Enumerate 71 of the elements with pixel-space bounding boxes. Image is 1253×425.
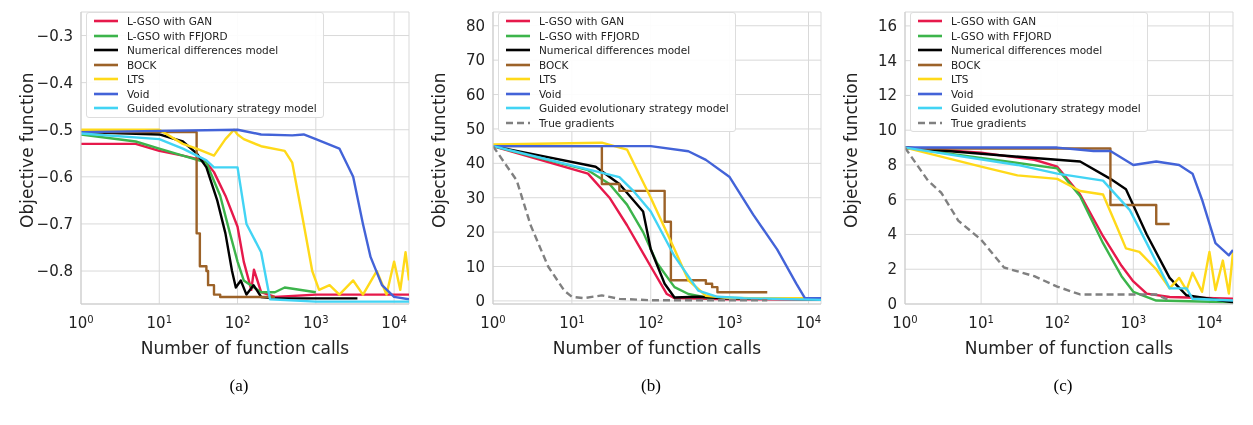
y-tick-label: 40 (465, 154, 485, 173)
legend-label: Void (539, 86, 562, 101)
x-tick-label: 10$^{1}$ (968, 313, 994, 332)
legend-label: True gradients (539, 115, 615, 130)
legend-label: LTS (539, 72, 557, 87)
y-tick-label: −0.5 (36, 120, 73, 139)
x-tick-label: 10$^{0}$ (892, 313, 918, 332)
y-tick-label: 0 (887, 295, 897, 313)
text: (a) (228, 376, 249, 396)
legend-label: BOCK (539, 57, 569, 72)
x-tick-label: 10$^{2}$ (638, 313, 664, 332)
legend-label: True gradients (951, 115, 1027, 130)
y-axis-title: Objective function (841, 72, 862, 228)
y-tick-label: −0.7 (36, 214, 73, 233)
x-tick-label: 10$^{1}$ (559, 313, 585, 332)
y-tick-label: 60 (465, 85, 485, 104)
text: (c) (1052, 376, 1073, 396)
x-tick-label: 10$^{0}$ (480, 313, 506, 332)
legend-label: LTS (127, 72, 145, 87)
y-tick-label: 2 (887, 260, 897, 279)
legend-label: L-GSO with FFJORD (127, 28, 228, 43)
x-tick-label: 10$^{3}$ (1120, 313, 1147, 332)
y-tick-label: 20 (465, 223, 485, 242)
y-tick-label: 12 (877, 86, 897, 105)
legend-label: L-GSO with FFJORD (539, 28, 640, 43)
legend-label: BOCK (127, 57, 157, 72)
x-tick-label: 10$^{2}$ (1044, 313, 1070, 332)
legend-label: Guided evolutionary strategy model (539, 101, 729, 116)
y-tick-label: 10 (877, 121, 897, 140)
y-axis-title: Objective function (429, 72, 450, 228)
y-tick-label: 6 (887, 190, 897, 209)
y-tick-label: 70 (465, 51, 485, 70)
x-tick-label: 10$^{0}$ (68, 313, 94, 332)
y-tick-label: −0.6 (36, 167, 73, 186)
x-tick-label: 10$^{3}$ (716, 313, 743, 332)
legend-label: Void (951, 86, 974, 101)
y-tick-label: 0 (475, 291, 485, 310)
x-tick-label: 10$^{4}$ (381, 313, 407, 332)
y-tick-label: 80 (465, 16, 485, 35)
y-tick-label: 4 (887, 225, 897, 244)
x-tick-label: 10$^{2}$ (224, 313, 251, 332)
legend-label: L-GSO with GAN (951, 14, 1037, 29)
y-tick-label: 16 (877, 16, 897, 35)
x-tick-label: 10$^{3}$ (303, 313, 329, 332)
x-tick-label: 10$^{4}$ (1196, 313, 1223, 332)
legend-label: Void (127, 86, 150, 101)
legend-label: Numerical differences model (539, 43, 691, 58)
y-axis-title: Objective function (17, 72, 38, 228)
x-tick-label: 10$^{1}$ (146, 313, 173, 332)
y-tick-label: −0.3 (36, 26, 73, 45)
y-tick-label: 10 (465, 257, 485, 276)
x-axis-title: Number of function calls (964, 338, 1174, 358)
legend-label: BOCK (951, 57, 981, 72)
y-tick-label: −0.8 (36, 262, 73, 281)
x-axis-title: Number of function calls (140, 338, 350, 358)
legend-label: LTS (951, 72, 969, 87)
y-tick-label: 30 (465, 188, 485, 207)
legend-label: L-GSO with GAN (127, 14, 213, 29)
legend-label: Guided evolutionary strategy model (951, 101, 1141, 116)
y-tick-label: 50 (465, 119, 485, 138)
legend-label: Numerical differences model (127, 43, 279, 58)
y-tick-label: −0.4 (36, 73, 73, 92)
y-tick-label: 8 (887, 155, 897, 174)
text: (b) (640, 376, 661, 396)
x-tick-label: 10$^{4}$ (795, 313, 822, 332)
legend-label: L-GSO with GAN (539, 14, 625, 29)
y-tick-label: 14 (877, 51, 897, 70)
legend-label: L-GSO with FFJORD (951, 28, 1052, 43)
x-axis-title: Number of function calls (552, 338, 762, 358)
legend-label: Guided evolutionary strategy model (127, 101, 317, 116)
legend-label: Numerical differences model (951, 43, 1103, 58)
